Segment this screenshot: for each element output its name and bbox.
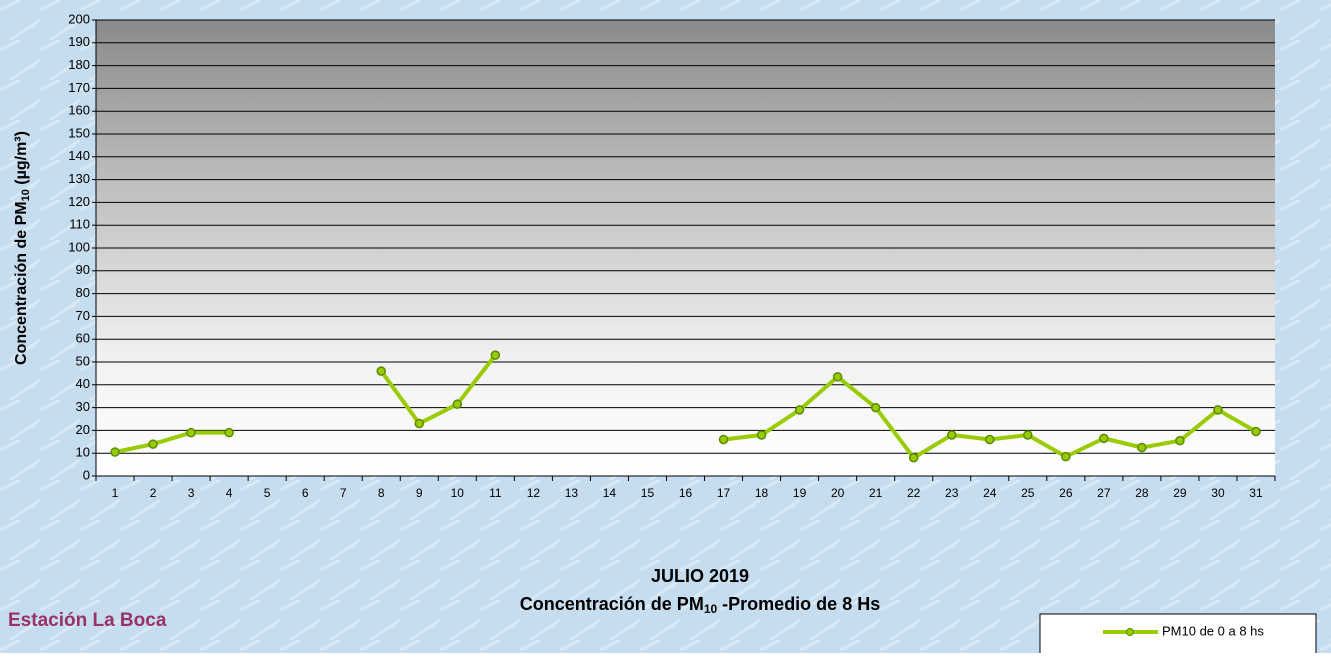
legend-marker	[1127, 629, 1134, 636]
y-tick-label: 110	[69, 217, 90, 232]
data-point	[1100, 434, 1108, 442]
data-point	[187, 429, 195, 437]
data-point	[1138, 444, 1146, 452]
y-tick-label: 190	[68, 34, 90, 49]
x-tick-label: 18	[755, 486, 769, 500]
y-tick-label: 70	[76, 308, 90, 323]
data-point	[720, 436, 728, 444]
data-point	[872, 404, 880, 412]
y-tick-label: 180	[68, 57, 90, 72]
y-tick-label: 150	[68, 125, 90, 140]
data-point	[1214, 406, 1222, 414]
title-line1: JULIO 2019	[651, 566, 749, 586]
x-tick-label: 25	[1021, 486, 1035, 500]
x-tick-label: 10	[451, 486, 465, 500]
data-point	[377, 367, 385, 375]
y-label-rest: (µg/m³)	[13, 131, 30, 189]
x-tick-label: 13	[565, 486, 579, 500]
y-tick-label: 30	[76, 399, 90, 414]
x-tick-label: 17	[717, 486, 731, 500]
y-tick-label: 170	[68, 80, 90, 95]
data-point	[415, 420, 423, 428]
x-tick-label: 6	[302, 486, 309, 500]
y-tick-label: 50	[76, 353, 90, 368]
x-tick-label: 24	[983, 486, 997, 500]
data-point	[225, 429, 233, 437]
title-line2: Concentración de PM10 -Promedio de 8 Hs	[520, 594, 880, 616]
y-label-sub: 10	[20, 189, 32, 201]
x-tick-label: 15	[641, 486, 655, 500]
y-tick-label: 200	[68, 11, 90, 26]
x-tick-label: 29	[1173, 486, 1187, 500]
data-point	[111, 448, 119, 456]
y-tick-label: 160	[68, 103, 90, 118]
y-tick-label: 60	[76, 331, 90, 346]
y-tick-label: 120	[68, 194, 90, 209]
x-tick-label: 23	[945, 486, 959, 500]
x-tick-label: 16	[679, 486, 693, 500]
chart: Concentración de PM10 (µg/m³) JULIO 2019…	[0, 0, 1331, 653]
x-tick-label: 28	[1135, 486, 1149, 500]
y-tick-label: 80	[76, 285, 90, 300]
x-tick-label: 11	[489, 486, 502, 500]
x-tick-label: 9	[416, 486, 423, 500]
x-tick-label: 7	[340, 486, 347, 500]
y-tick-label: 140	[68, 148, 90, 163]
x-tick-label: 3	[188, 486, 195, 500]
x-tick-label: 30	[1211, 486, 1225, 500]
x-tick-label: 8	[378, 486, 385, 500]
x-tick-label: 1	[112, 486, 119, 500]
data-point	[910, 454, 918, 462]
data-point	[1176, 437, 1184, 445]
y-tick-label: 20	[76, 422, 90, 437]
y-tick-label: 0	[83, 467, 90, 482]
x-tick-label: 21	[869, 486, 883, 500]
x-tick-label: 2	[150, 486, 157, 500]
data-point	[834, 373, 842, 381]
data-point	[986, 436, 994, 444]
x-tick-label: 14	[603, 486, 617, 500]
data-point	[453, 400, 461, 408]
y-label-main: Concentración de PM	[13, 201, 30, 365]
data-point	[1024, 431, 1032, 439]
y-tick-label: 100	[68, 239, 90, 254]
y-tick-label: 10	[76, 445, 90, 460]
data-point	[1062, 453, 1070, 461]
title-main: Concentración de PM	[520, 594, 704, 614]
station-label: Estación La Boca	[8, 610, 167, 631]
legend-label: PM10 de 0 a 8 hs	[1162, 623, 1264, 638]
x-tick-label: 5	[264, 486, 271, 500]
data-point	[758, 431, 766, 439]
x-tick-label: 19	[793, 486, 807, 500]
y-tick-label: 90	[76, 262, 90, 277]
x-tick-label: 27	[1097, 486, 1111, 500]
x-tick-label: 31	[1249, 486, 1263, 500]
x-tick-label: 20	[831, 486, 845, 500]
x-tick-label: 26	[1059, 486, 1073, 500]
data-point	[1252, 428, 1260, 436]
x-tick-label: 12	[527, 486, 541, 500]
y-tick-label: 130	[68, 171, 90, 186]
data-point	[149, 440, 157, 448]
y-tick-label: 40	[76, 376, 90, 391]
title-sub: 10	[704, 602, 718, 616]
title-rest: -Promedio de 8 Hs	[717, 594, 880, 614]
x-tick-label: 4	[226, 486, 233, 500]
data-point	[948, 431, 956, 439]
x-tick-label: 22	[907, 486, 921, 500]
data-point	[491, 351, 499, 359]
y-axis-label: Concentración de PM10 (µg/m³)	[13, 131, 32, 365]
data-point	[796, 406, 804, 414]
